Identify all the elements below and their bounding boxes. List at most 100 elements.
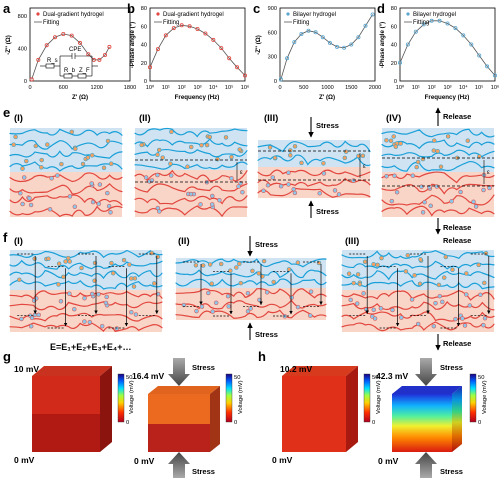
ion-dot bbox=[261, 188, 266, 194]
ion-dot bbox=[371, 262, 376, 267]
ion-dot bbox=[127, 262, 132, 267]
ion-dot bbox=[482, 315, 488, 321]
panel-d-legend-fit: Fitting bbox=[413, 20, 429, 26]
ion-dot bbox=[209, 281, 214, 286]
ion-dot bbox=[481, 322, 486, 328]
panel-b-ytick-3: 60 bbox=[141, 24, 147, 30]
h-stress-bottom: Stress bbox=[440, 467, 463, 476]
ion-dot bbox=[132, 276, 138, 281]
panel-c-ytick-3: 900 bbox=[268, 6, 277, 12]
panel-c-legend-fit: Fitting bbox=[293, 20, 309, 26]
panel-c-xtick-1: 500 bbox=[299, 85, 308, 91]
ion-dot bbox=[160, 155, 165, 160]
polymer-chain bbox=[381, 194, 495, 206]
ion-dot bbox=[460, 316, 465, 321]
ion-dot bbox=[237, 147, 242, 152]
ion-dot bbox=[59, 161, 64, 167]
panel-f-stage-1: (I) E=E₁+E₂+E₃+E₄+… bbox=[9, 236, 163, 352]
ion-dot bbox=[156, 147, 162, 153]
panel-a-legend-marker bbox=[36, 12, 40, 16]
cube-uncompressed: 10 mV 0 mV bbox=[14, 364, 112, 465]
panel-f-schematic: f (I) E=E₁+E₂+E₃+E₄+… (II) Stress Stress bbox=[3, 230, 495, 352]
ion-dot bbox=[355, 272, 361, 277]
ion-dot bbox=[85, 155, 91, 160]
panel-c-data-point bbox=[278, 77, 283, 82]
panel-b-data-point bbox=[242, 73, 247, 78]
polymer-chain bbox=[134, 148, 248, 158]
panel-a-xtick-0: 0 bbox=[28, 85, 31, 91]
ion-dot bbox=[155, 172, 160, 178]
ion-dot bbox=[403, 269, 409, 274]
panel-d-data-point bbox=[429, 18, 434, 23]
ion-dot bbox=[90, 199, 96, 205]
panel-a-data-point bbox=[97, 57, 102, 62]
ion-dot bbox=[482, 280, 487, 286]
panel-b-xtick-5: 10⁵ bbox=[225, 84, 234, 91]
panel-a-legend-fit: Fitting bbox=[43, 20, 59, 26]
panel-a-xtick-3: 1800 bbox=[124, 85, 136, 91]
panel-c-data-point bbox=[370, 12, 375, 17]
panel-f-stage-2-label: (II) bbox=[178, 236, 190, 247]
cube-top-face bbox=[32, 366, 112, 376]
ion-dot bbox=[354, 301, 360, 306]
polymer-chain bbox=[9, 312, 163, 322]
ion-dot bbox=[288, 148, 293, 153]
ion-dot bbox=[236, 184, 241, 189]
panel-d-data-point bbox=[437, 18, 442, 23]
polymer-network bbox=[381, 171, 495, 217]
panel-e-stage-3-label: (III) bbox=[264, 113, 278, 124]
ion-dot bbox=[209, 202, 215, 207]
ion-dot bbox=[240, 189, 245, 195]
panel-d-data-point bbox=[477, 53, 482, 58]
ion-dot bbox=[464, 271, 469, 276]
polymer-chain bbox=[257, 177, 371, 187]
ion-dot bbox=[361, 291, 366, 296]
panel-c-xtick-0: 0 bbox=[278, 85, 281, 91]
ion-dot bbox=[218, 261, 224, 267]
panel-a-xtick-1: 600 bbox=[59, 85, 68, 91]
polymer-chain bbox=[381, 205, 495, 217]
panel-a-ylabel: -Z'' (Ω) bbox=[5, 35, 12, 55]
ion-dot bbox=[104, 294, 109, 300]
panel-d-xtick-3: 10³ bbox=[443, 85, 451, 91]
colorbar-title: Voltage (mV) bbox=[482, 380, 488, 414]
blue-gradient-region bbox=[10, 250, 162, 290]
g-stress-top: Stress bbox=[192, 363, 215, 372]
stress-label-top: Stress bbox=[316, 121, 339, 130]
ion-dot bbox=[36, 312, 41, 318]
ion-dot bbox=[458, 189, 463, 195]
cube-front-face bbox=[282, 376, 346, 452]
colorbar bbox=[225, 373, 233, 423]
polymer-chain bbox=[9, 259, 163, 270]
ion-dot bbox=[476, 262, 481, 268]
polymer-chain bbox=[175, 288, 327, 299]
colorbar bbox=[469, 373, 477, 423]
ion-dot bbox=[405, 253, 411, 258]
ion-dot bbox=[188, 144, 194, 150]
ion-dot bbox=[194, 308, 199, 314]
cube-top-face bbox=[148, 386, 220, 394]
ion-dot bbox=[418, 257, 423, 262]
ion-dot bbox=[420, 210, 426, 215]
stress-arrow-up-icon bbox=[415, 452, 437, 478]
polymer-chain bbox=[257, 187, 371, 198]
cube-front-face bbox=[392, 394, 452, 452]
ion-dot bbox=[391, 134, 396, 139]
ion-dot bbox=[291, 186, 296, 192]
polymer-chain bbox=[9, 279, 163, 290]
panel-c-data-point bbox=[327, 40, 332, 45]
ion-dot bbox=[143, 175, 149, 180]
panel-h-simulation: h 10.2 mV 0 mV Stress Stress 42.3 mV 0 m… bbox=[258, 349, 488, 478]
panel-d-fit-line bbox=[399, 20, 496, 76]
panel-c-xtick-3: 1500 bbox=[345, 85, 357, 91]
polymer-chain bbox=[134, 183, 248, 193]
ion-dot bbox=[72, 204, 78, 209]
polymer-network bbox=[341, 250, 495, 290]
ion-dot bbox=[49, 176, 54, 181]
panel-f-stage-3: (III) Release Release bbox=[341, 236, 495, 351]
colorbar-title: Voltage (mV) bbox=[376, 380, 382, 414]
panel-b-data-point bbox=[179, 23, 184, 28]
polymer-network bbox=[134, 169, 248, 218]
cube-uncompressed: 10.2 mV 0 mV bbox=[272, 364, 358, 465]
